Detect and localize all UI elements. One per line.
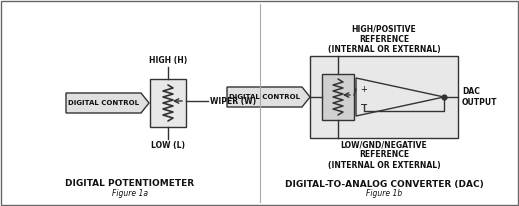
Text: DIGITAL-TO-ANALOG CONVERTER (DAC): DIGITAL-TO-ANALOG CONVERTER (DAC): [284, 179, 483, 188]
Text: HIGH/POSITIVE
REFERENCE
(INTERNAL OR EXTERNAL): HIGH/POSITIVE REFERENCE (INTERNAL OR EXT…: [327, 24, 440, 54]
Text: DIGITAL CONTROL: DIGITAL CONTROL: [68, 100, 139, 106]
Polygon shape: [356, 78, 444, 116]
Text: LOW (L): LOW (L): [151, 141, 185, 150]
Text: Figure 1b: Figure 1b: [366, 188, 402, 198]
Text: WIPER (W): WIPER (W): [210, 96, 256, 105]
Polygon shape: [227, 87, 310, 107]
Text: +: +: [361, 84, 367, 94]
Text: HIGH (H): HIGH (H): [149, 56, 187, 65]
Text: −: −: [360, 100, 368, 110]
Bar: [150, 79, 186, 127]
Polygon shape: [66, 93, 149, 113]
Text: DIGITAL POTENTIOMETER: DIGITAL POTENTIOMETER: [65, 179, 195, 188]
Bar: [322, 74, 354, 120]
Text: Figure 1a: Figure 1a: [112, 188, 148, 198]
Text: LOW/GND/NEGATIVE
REFERENCE
(INTERNAL OR EXTERNAL): LOW/GND/NEGATIVE REFERENCE (INTERNAL OR …: [327, 140, 440, 170]
Bar: [310, 56, 458, 138]
Text: DIGITAL CONTROL: DIGITAL CONTROL: [229, 94, 300, 100]
Text: DAC
OUTPUT: DAC OUTPUT: [462, 87, 498, 107]
